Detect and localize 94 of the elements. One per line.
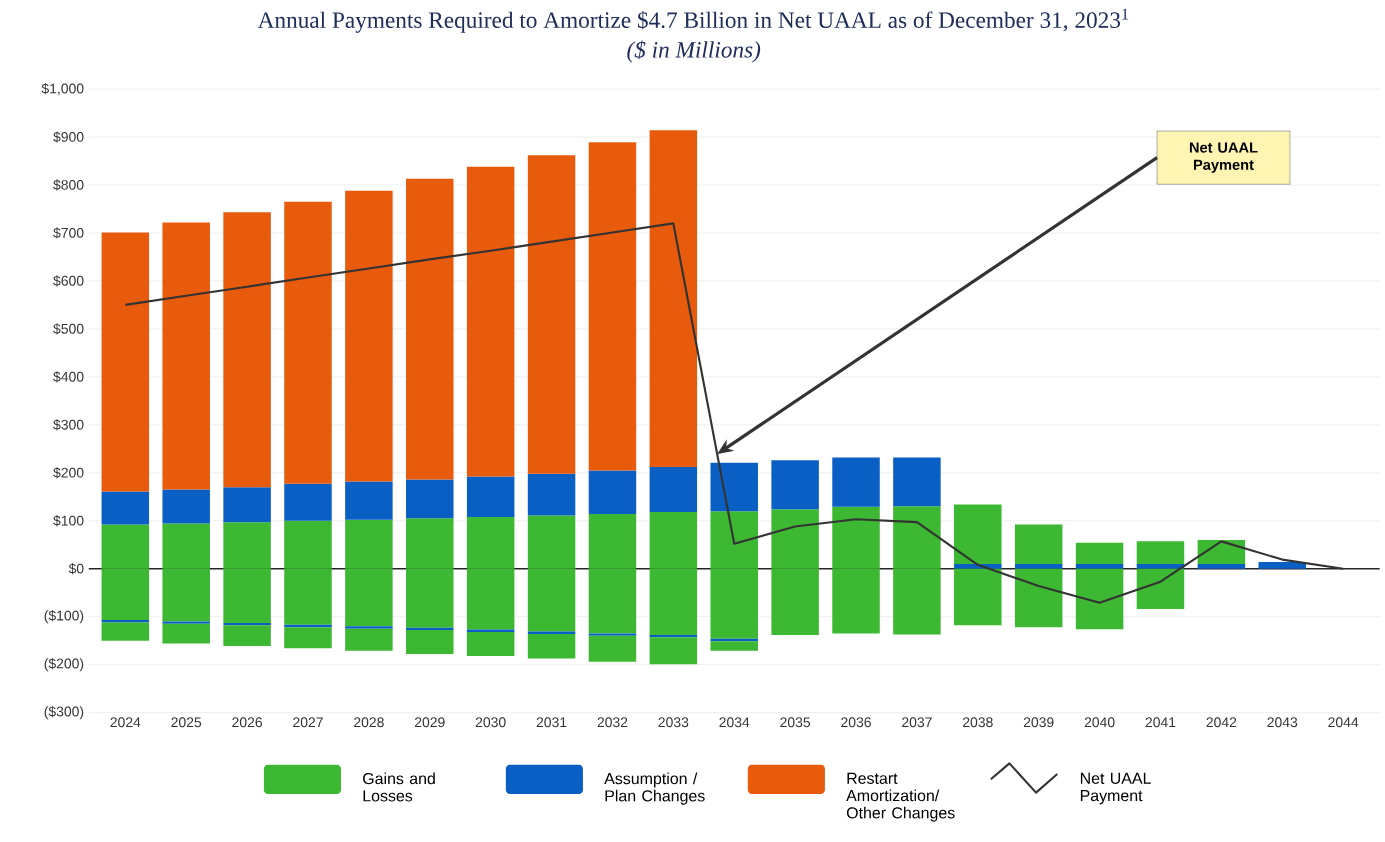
- annotation: Net UAAL Payment: [1189, 142, 1258, 174]
- bar: [588, 633, 637, 637]
- legend-label: Restart Amortization/ Other Changes: [846, 773, 955, 822]
- bar: [1136, 568, 1185, 610]
- y-tick-label: $800: [53, 179, 84, 191]
- x-tick-label: 2032: [597, 717, 628, 728]
- bar: [1075, 564, 1124, 569]
- x-tick-label: 2024: [110, 717, 141, 728]
- y-tick-label: ($200): [44, 658, 84, 672]
- y-tick-label: $0: [68, 563, 84, 575]
- bar: [649, 467, 698, 513]
- x-tick-label: 2028: [354, 717, 384, 728]
- y-tick-label: $300: [53, 419, 84, 431]
- chart-title: Annual Payments Required to Amortize $4.7 Billion in Net UAAL as of December 31, 2023$^{1}$: [257, 8, 1129, 34]
- bar: [101, 232, 150, 492]
- bar: [223, 625, 271, 647]
- x-tick-label: 2027: [293, 717, 323, 728]
- bar: [1014, 564, 1063, 569]
- y-tick-label: ($100): [44, 610, 84, 624]
- bar: [101, 491, 150, 525]
- x-tick-label: 2043: [1267, 717, 1298, 728]
- bar: [345, 626, 393, 629]
- bar: [284, 484, 332, 521]
- x-tick-label: 2037: [902, 717, 932, 728]
- x-tick-label: 2040: [1084, 717, 1115, 728]
- x-tick-label: 2029: [414, 717, 445, 728]
- bar: [1014, 568, 1063, 628]
- bar: [162, 489, 210, 524]
- bar: [162, 621, 210, 625]
- x-tick-label: 2042: [1206, 717, 1237, 728]
- bar: [1258, 562, 1307, 569]
- x-tick-label: 2038: [962, 717, 993, 728]
- bar: [527, 473, 576, 516]
- x-tick-label: 2035: [780, 717, 811, 728]
- bar: [1136, 541, 1185, 565]
- bar: [223, 212, 271, 488]
- bar: [345, 481, 393, 520]
- bar: [101, 622, 150, 641]
- line-series: [124, 222, 1345, 605]
- bar: [1014, 524, 1063, 565]
- bar: [466, 166, 515, 477]
- bar: [588, 142, 637, 471]
- y-tick-label: $500: [53, 323, 84, 335]
- x-tick-label: 2026: [232, 717, 263, 728]
- y-tick-label: $100: [53, 515, 84, 527]
- bar: [406, 178, 454, 480]
- bar: [466, 476, 515, 518]
- bar: [406, 630, 454, 655]
- y-tick-label: ($300): [44, 706, 84, 720]
- bar: [649, 130, 698, 468]
- bar: [223, 487, 271, 523]
- bar: [345, 628, 393, 651]
- x-tick-label: 2025: [171, 717, 202, 728]
- bar: [649, 637, 698, 665]
- legend-label: Net UAAL Payment: [1080, 773, 1151, 805]
- bar: [162, 624, 210, 644]
- y-tick-label: $1,000: [41, 83, 84, 96]
- bar: [710, 641, 758, 651]
- bar: [588, 636, 637, 662]
- x-tick-label: 2036: [841, 717, 871, 728]
- bar: [345, 190, 393, 482]
- bar: [162, 222, 210, 490]
- y-tick-label: $900: [53, 131, 84, 143]
- x-tick-label: 2030: [475, 717, 506, 728]
- x-tick-label: 2033: [658, 717, 689, 728]
- bar: [1075, 568, 1124, 630]
- bar: [284, 202, 332, 485]
- x-tick-label: 2041: [1145, 717, 1176, 728]
- bar: [1136, 564, 1185, 569]
- bar: [771, 460, 819, 510]
- bar: [1075, 543, 1124, 565]
- bar: [284, 627, 332, 649]
- legend-label: Assumption / Plan Changes: [604, 772, 705, 805]
- x-tick-label: 2044: [1328, 717, 1359, 728]
- legend-label: Gains and Losses: [363, 772, 435, 802]
- y-tick-label: $200: [53, 467, 84, 479]
- bar: [832, 457, 880, 508]
- bar: [954, 568, 1002, 626]
- x-tick-label: 2031: [536, 717, 567, 728]
- bar: [527, 634, 576, 659]
- bar: [954, 504, 1002, 565]
- bar: [406, 479, 454, 519]
- bar: [893, 457, 941, 507]
- bar: [527, 155, 576, 474]
- bar: [710, 462, 758, 512]
- y-tick-label: $700: [53, 227, 84, 239]
- y-tick-label: $600: [53, 275, 84, 287]
- bar: [1197, 564, 1246, 569]
- x-tick-label: 2034: [719, 717, 750, 728]
- bar: [588, 470, 637, 515]
- x-tick-label: 2039: [1023, 717, 1054, 728]
- bar: [466, 632, 515, 657]
- y-tick-label: $400: [53, 371, 84, 383]
- chart-subtitle: ($ in Millions): [627, 40, 761, 63]
